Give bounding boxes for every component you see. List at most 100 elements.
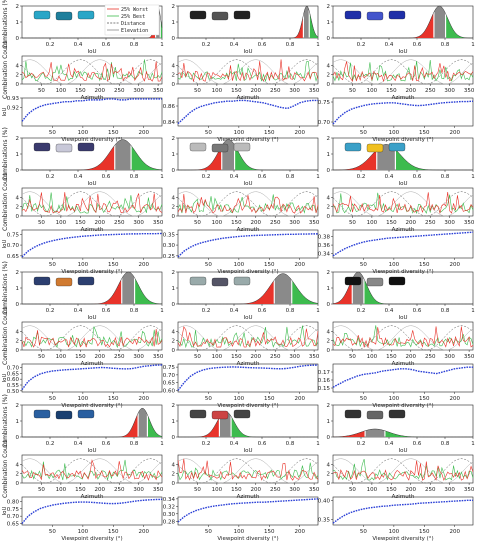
x-tick-label: 300 xyxy=(133,354,144,360)
x-tick-label: 0.2 xyxy=(357,441,366,447)
axes-frame xyxy=(332,187,474,217)
x-axis-label: Viewpoint diversity (°) xyxy=(217,137,278,143)
object-thumbnail xyxy=(388,409,406,419)
y-tick-label: 2 xyxy=(16,205,20,211)
x-tick-label: 50 xyxy=(205,529,212,535)
x-tick-label: 200 xyxy=(95,354,106,360)
y-tick-label: 2 xyxy=(16,403,20,409)
y-tick-label: 1 xyxy=(16,286,20,292)
x-tick-label: 100 xyxy=(234,130,245,136)
x-tick-label: 300 xyxy=(289,487,300,493)
x-tick-label: 200 xyxy=(294,262,305,268)
x-tick-label: 250 xyxy=(270,354,281,360)
azimuth-y-axis-label: Combination Count xyxy=(2,306,9,365)
y-tick-label: 2 xyxy=(172,403,176,409)
x-tick-label: 0.4 xyxy=(385,42,394,48)
y-tick-label: 2 xyxy=(172,205,176,211)
y-tick-label: 2 xyxy=(327,73,331,79)
y-tick-label: 1 xyxy=(16,152,20,158)
y-tick-label: 2 xyxy=(327,4,331,10)
x-tick-label: 0.4 xyxy=(74,308,83,314)
y-tick-label: 1 xyxy=(172,286,176,292)
y-tick-label: 4 xyxy=(327,63,331,69)
x-tick-label: 0.2 xyxy=(46,441,55,447)
x-tick-label: 0.6 xyxy=(413,441,422,447)
hist-y-axis-label: Combinations (%) xyxy=(2,127,9,181)
iou-curve-line xyxy=(332,231,474,257)
best-quartile-area xyxy=(396,149,473,170)
elevation-series-line xyxy=(177,191,319,217)
y-tick-label: 0.15 xyxy=(318,386,331,392)
x-tick-label: 200 xyxy=(138,529,149,535)
y-tick-label: 0.38 xyxy=(318,234,331,240)
x-tick-label: 1 xyxy=(471,42,475,48)
x-tick-label: 0.6 xyxy=(258,308,267,314)
x-tick-label: 0.2 xyxy=(46,174,55,180)
x-tick-label: 0.2 xyxy=(202,308,211,314)
worst-quartile-line xyxy=(177,59,319,83)
y-tick-label: 0.84 xyxy=(163,120,176,126)
object-thumbnail xyxy=(77,10,95,20)
iou-histogram-panel: 0.2 0.4 0.6 0.8 1 0 1 2 IoU xyxy=(172,4,320,55)
x-tick-label: 150 xyxy=(75,88,86,94)
x-tick-label: 50 xyxy=(349,487,356,493)
y-tick-label: 0.65 xyxy=(7,371,20,377)
x-tick-label: 100 xyxy=(212,487,223,493)
elevation-series-line xyxy=(177,59,319,85)
x-tick-label: 100 xyxy=(234,529,245,535)
axes-frame xyxy=(332,229,474,259)
y-tick-label: 0 xyxy=(172,168,176,174)
object-thumbnail xyxy=(77,409,95,419)
iou-histogram-panel: 0.2 0.4 0.6 0.8 1 0 1 2 IoU xyxy=(327,403,475,454)
x-tick-label: 250 xyxy=(270,220,281,226)
x-tick-label: 1 xyxy=(471,174,475,180)
x-tick-label: 150 xyxy=(419,130,430,136)
iou-distribution-line xyxy=(22,271,163,305)
iou-curve-line xyxy=(21,98,162,122)
x-tick-label: 300 xyxy=(444,487,455,493)
x-tick-label: 50 xyxy=(349,220,356,226)
axes-frame xyxy=(21,363,163,393)
x-tick-label: 0.2 xyxy=(357,308,366,314)
distance-series-line xyxy=(21,59,163,85)
object-thumbnail xyxy=(33,142,51,152)
viewpoint-panel: 50 100 150 200 0.92 0.93 Viewpoint diversity (… xyxy=(2,96,163,143)
iou-distribution-line xyxy=(178,411,318,438)
x-axis-label: IoU xyxy=(87,181,96,187)
worst-quartile-line xyxy=(332,61,474,83)
x-tick-label: 150 xyxy=(231,354,242,360)
x-tick-label: 0.8 xyxy=(130,42,139,48)
iou-histogram-panel: 0.2 0.4 0.6 0.8 1 0 1 2 IoU xyxy=(16,403,164,454)
x-tick-label: 200 xyxy=(449,529,460,535)
object-thumbnail xyxy=(189,409,207,419)
x-tick-label: 150 xyxy=(108,262,119,268)
y-tick-label: 0.65 xyxy=(7,522,20,528)
x-tick-label: 150 xyxy=(75,487,86,493)
y-tick-label: 1 xyxy=(172,20,176,26)
worst-quartile-line xyxy=(177,326,319,348)
y-tick-label: 2 xyxy=(16,270,20,276)
best-quartile-area xyxy=(148,416,162,437)
x-tick-label: 200 xyxy=(251,354,262,360)
y-tick-label: 1 xyxy=(327,419,331,425)
x-tick-label: 0.6 xyxy=(258,441,267,447)
y-tick-label: 1 xyxy=(172,152,176,158)
x-tick-label: 0.6 xyxy=(102,174,111,180)
y-tick-label: 0 xyxy=(16,348,20,354)
worst-quartile-area xyxy=(22,279,122,304)
y-tick-label: 2 xyxy=(16,4,20,10)
object-thumbnail xyxy=(55,143,73,153)
x-tick-label: 200 xyxy=(449,130,460,136)
y-tick-label: 2 xyxy=(16,73,20,79)
x-axis-label: Viewpoint diversity (°) xyxy=(217,403,278,409)
y-tick-label: 1 xyxy=(16,20,20,26)
x-axis-label: IoU xyxy=(87,448,96,454)
x-tick-label: 0.6 xyxy=(258,174,267,180)
y-tick-label: 0.30 xyxy=(163,512,176,518)
axes-frame xyxy=(21,496,163,526)
y-tick-label: 0.28 xyxy=(163,519,176,525)
x-tick-label: 1 xyxy=(316,174,320,180)
